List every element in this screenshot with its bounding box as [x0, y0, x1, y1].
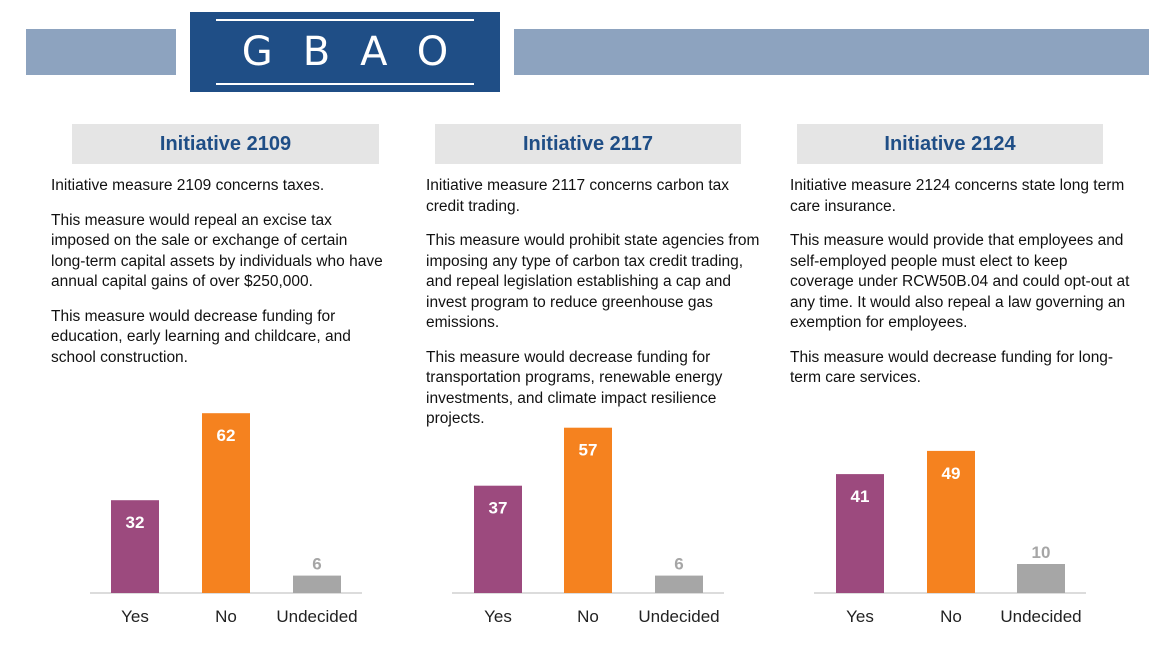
category-label: No: [577, 607, 599, 626]
header-band-left: [26, 29, 176, 75]
description-paragraph: Initiative measure 2117 concerns carbon …: [426, 177, 729, 215]
bar-value-label: 6: [312, 555, 321, 574]
category-label: Yes: [846, 607, 874, 626]
gbao-logo: GBAO: [190, 12, 500, 92]
bar-no: [927, 450, 975, 593]
bar-value-label: 62: [217, 426, 236, 445]
logo-rule-bottom: [216, 83, 474, 85]
description-paragraph: This measure would provide that employee…: [790, 232, 1130, 331]
header-band-right: [514, 29, 1149, 75]
chart-0: 32 Yes 62 No 6 Undecided: [90, 413, 362, 626]
bar-value-label: 41: [851, 487, 870, 506]
description-paragraph: This measure would prohibit state agenci…: [426, 232, 760, 331]
panel-description: Initiative measure 2109 concerns taxes. …: [51, 176, 386, 382]
bar-value-label: 57: [579, 441, 598, 460]
description-paragraph: This measure would decrease funding for …: [426, 348, 723, 428]
panel-title: Initiative 2124: [797, 124, 1103, 164]
bar-yes: [836, 474, 884, 593]
bar-yes: [474, 485, 522, 593]
logo-rule-top: [216, 19, 474, 21]
panel-description: Initiative measure 2117 concerns carbon …: [426, 176, 771, 444]
initiative-panel-2124: Initiative 2124 Initiative measure 2124 …: [0, 0, 1130, 645]
panel-title: Initiative 2109: [72, 124, 379, 164]
category-label: Yes: [121, 607, 149, 626]
logo-text: GBAO: [241, 29, 479, 75]
chart-1: 37 Yes 57 No 6 Undecided: [452, 427, 724, 626]
category-label: Undecided: [276, 607, 357, 626]
description-paragraph: This measure would decrease funding for …: [51, 307, 351, 366]
panel-title: Initiative 2117: [435, 124, 741, 164]
category-label: Undecided: [1000, 607, 1081, 626]
category-label: No: [215, 607, 237, 626]
bar-no: [564, 427, 612, 593]
category-label: Yes: [484, 607, 512, 626]
bar-undecided: [655, 575, 703, 593]
description-paragraph: Initiative measure 2124 concerns state l…: [790, 177, 1125, 215]
initiative-panel-2109: Initiative 2109 Initiative measure 2109 …: [0, 0, 383, 645]
category-label: Undecided: [638, 607, 719, 626]
bar-undecided: [293, 575, 341, 593]
bar-undecided: [1017, 564, 1065, 593]
bar-value-label: 10: [1032, 543, 1051, 562]
description-paragraph: Initiative measure 2109 concerns taxes.: [51, 177, 325, 194]
chart-2: 41 Yes 49 No 10 Undecided: [814, 450, 1086, 626]
bar-yes: [111, 500, 159, 593]
description-paragraph: This measure would decrease funding for …: [790, 348, 1114, 387]
initiative-panel-2117: Initiative 2117 Initiative measure 2117 …: [0, 0, 759, 645]
bar-value-label: 37: [489, 499, 508, 518]
bar-no: [202, 413, 250, 593]
bar-value-label: 49: [942, 464, 961, 483]
panel-description: Initiative measure 2124 concerns state l…: [790, 176, 1135, 403]
bar-value-label: 6: [674, 555, 683, 574]
description-paragraph: This measure would repeal an excise tax …: [51, 211, 383, 291]
category-label: No: [940, 607, 962, 626]
bar-value-label: 32: [126, 513, 145, 532]
